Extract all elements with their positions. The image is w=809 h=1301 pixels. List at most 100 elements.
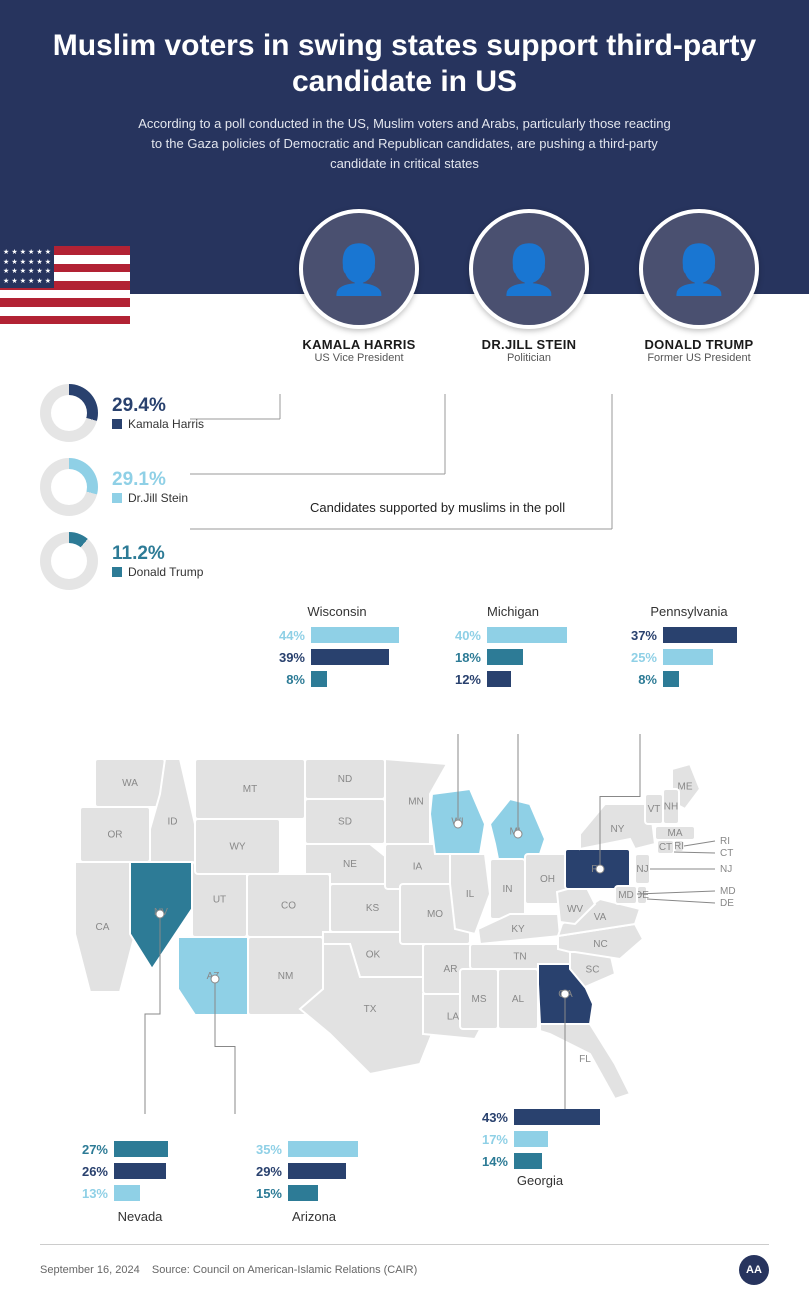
state-label: SC (586, 965, 600, 976)
state-label: LA (447, 1012, 460, 1023)
map-pin-icon (211, 975, 219, 983)
bar-row: 40% (443, 625, 583, 645)
footer: September 16, 2024 Source: Council on Am… (40, 1244, 769, 1301)
bar-pct: 14% (470, 1154, 508, 1169)
bar (514, 1131, 548, 1147)
bar (487, 649, 523, 665)
state-charts-bottom: 27% 26% 13% Nevada 35% 29% 15% Arizona (70, 1139, 384, 1224)
state-callout-label: NJ (720, 864, 732, 875)
state-label: OK (366, 950, 381, 961)
state-callout-label: MD (720, 886, 736, 897)
state-label: IN (503, 884, 513, 895)
donut-pct: 11.2% (112, 543, 203, 565)
state-name: Michigan (443, 604, 583, 619)
state-label: MN (408, 797, 424, 808)
bar-pct: 12% (443, 672, 481, 687)
state-label: ND (338, 774, 352, 785)
state-label: WY (229, 842, 245, 853)
footer-date: September 16, 2024 (40, 1264, 140, 1276)
bar (311, 627, 399, 643)
donut-icon (40, 458, 98, 516)
bar-row: 13% (70, 1183, 210, 1203)
bar-row: 25% (619, 647, 759, 667)
state-callout-label: DE (720, 898, 734, 909)
map-pin-icon (514, 830, 522, 838)
title: Muslim voters in swing states support th… (40, 28, 769, 100)
aa-logo-icon: AA (739, 1255, 769, 1285)
bar (311, 649, 389, 665)
bar-pct: 27% (70, 1142, 108, 1157)
donut-name: Kamala Harris (128, 417, 204, 431)
bar (114, 1185, 140, 1201)
overall-support-donuts: 29.4% Kamala Harris 29.1% Dr.Jill Stein … (40, 384, 769, 590)
state-label: NJ (636, 864, 648, 875)
state-label: WA (122, 778, 138, 789)
bar-row: 12% (443, 669, 583, 689)
donut-name: Dr.Jill Stein (128, 491, 188, 505)
state-label: NH (664, 802, 678, 813)
state-chart: 35% 29% 15% Arizona (244, 1139, 384, 1224)
state-name: Georgia (470, 1173, 610, 1188)
state-label: MD (618, 890, 634, 901)
state-label: VT (648, 804, 661, 815)
state-label: OR (108, 830, 123, 841)
state-callout-label: CT (720, 848, 733, 859)
bar-pct: 8% (619, 672, 657, 687)
bar-row: 29% (244, 1161, 384, 1181)
state-name: Arizona (244, 1209, 384, 1224)
state-name: Nevada (70, 1209, 210, 1224)
donut-pct: 29.1% (112, 469, 188, 491)
map-pin-icon (454, 820, 462, 828)
state-label: IA (413, 862, 423, 873)
state-label: ID (168, 817, 178, 828)
bar (114, 1141, 168, 1157)
state-label: TX (364, 1004, 377, 1015)
state-label: UT (213, 895, 226, 906)
state-chart: 27% 26% 13% Nevada (70, 1139, 210, 1224)
state-label: KY (511, 924, 525, 935)
bar-pct: 26% (70, 1164, 108, 1179)
donut-name: Donald Trump (128, 565, 203, 579)
bar-pct: 13% (70, 1186, 108, 1201)
state-label: MS (472, 994, 487, 1005)
us-map: WAORCAIDNVUTAZMTWYCONMNDSDNEKSOKTXMNIAMO… (60, 734, 760, 1119)
bar (288, 1141, 358, 1157)
bar-pct: 44% (267, 628, 305, 643)
bar-row: 44% (267, 625, 407, 645)
bar-pct: 15% (244, 1186, 282, 1201)
state-label: NY (611, 824, 625, 835)
state-label: IL (466, 889, 475, 900)
state-chart: Wisconsin 44% 39% 8% (267, 604, 407, 691)
state-label: CT (659, 842, 672, 853)
footer-source: Source: Council on American-Islamic Rela… (152, 1264, 417, 1276)
bar (288, 1185, 318, 1201)
state-label: SD (338, 817, 352, 828)
state-charts-top: Wisconsin 44% 39% 8% Michigan 40% 18% 12… (267, 604, 759, 691)
donut-icon (40, 532, 98, 590)
state-label: NC (593, 939, 607, 950)
infographic-page: Muslim voters in swing states support th… (0, 0, 809, 1301)
bar (514, 1153, 542, 1169)
state-label: AL (512, 994, 525, 1005)
state-chart: Pennsylvania 37% 25% 8% (619, 604, 759, 691)
state-label: AR (444, 964, 458, 975)
bar (487, 671, 511, 687)
state-label: VA (594, 912, 607, 923)
donut-row: 29.4% Kamala Harris (40, 384, 769, 442)
bar-row: 35% (244, 1139, 384, 1159)
bar-pct: 18% (443, 650, 481, 665)
state-label: NM (278, 971, 294, 982)
color-swatch (112, 419, 122, 429)
bar-pct: 8% (267, 672, 305, 687)
subtitle: According to a poll conducted in the US,… (135, 114, 675, 174)
support-label: Candidates supported by muslims in the p… (310, 499, 565, 517)
state-label: KS (366, 903, 380, 914)
state-label: CO (281, 901, 296, 912)
bar (311, 671, 327, 687)
map-pin-icon (596, 865, 604, 873)
bar (487, 627, 567, 643)
bar-pct: 43% (470, 1110, 508, 1125)
state-label: OH (540, 874, 555, 885)
bar-pct: 35% (244, 1142, 282, 1157)
state-label: TN (513, 952, 526, 963)
